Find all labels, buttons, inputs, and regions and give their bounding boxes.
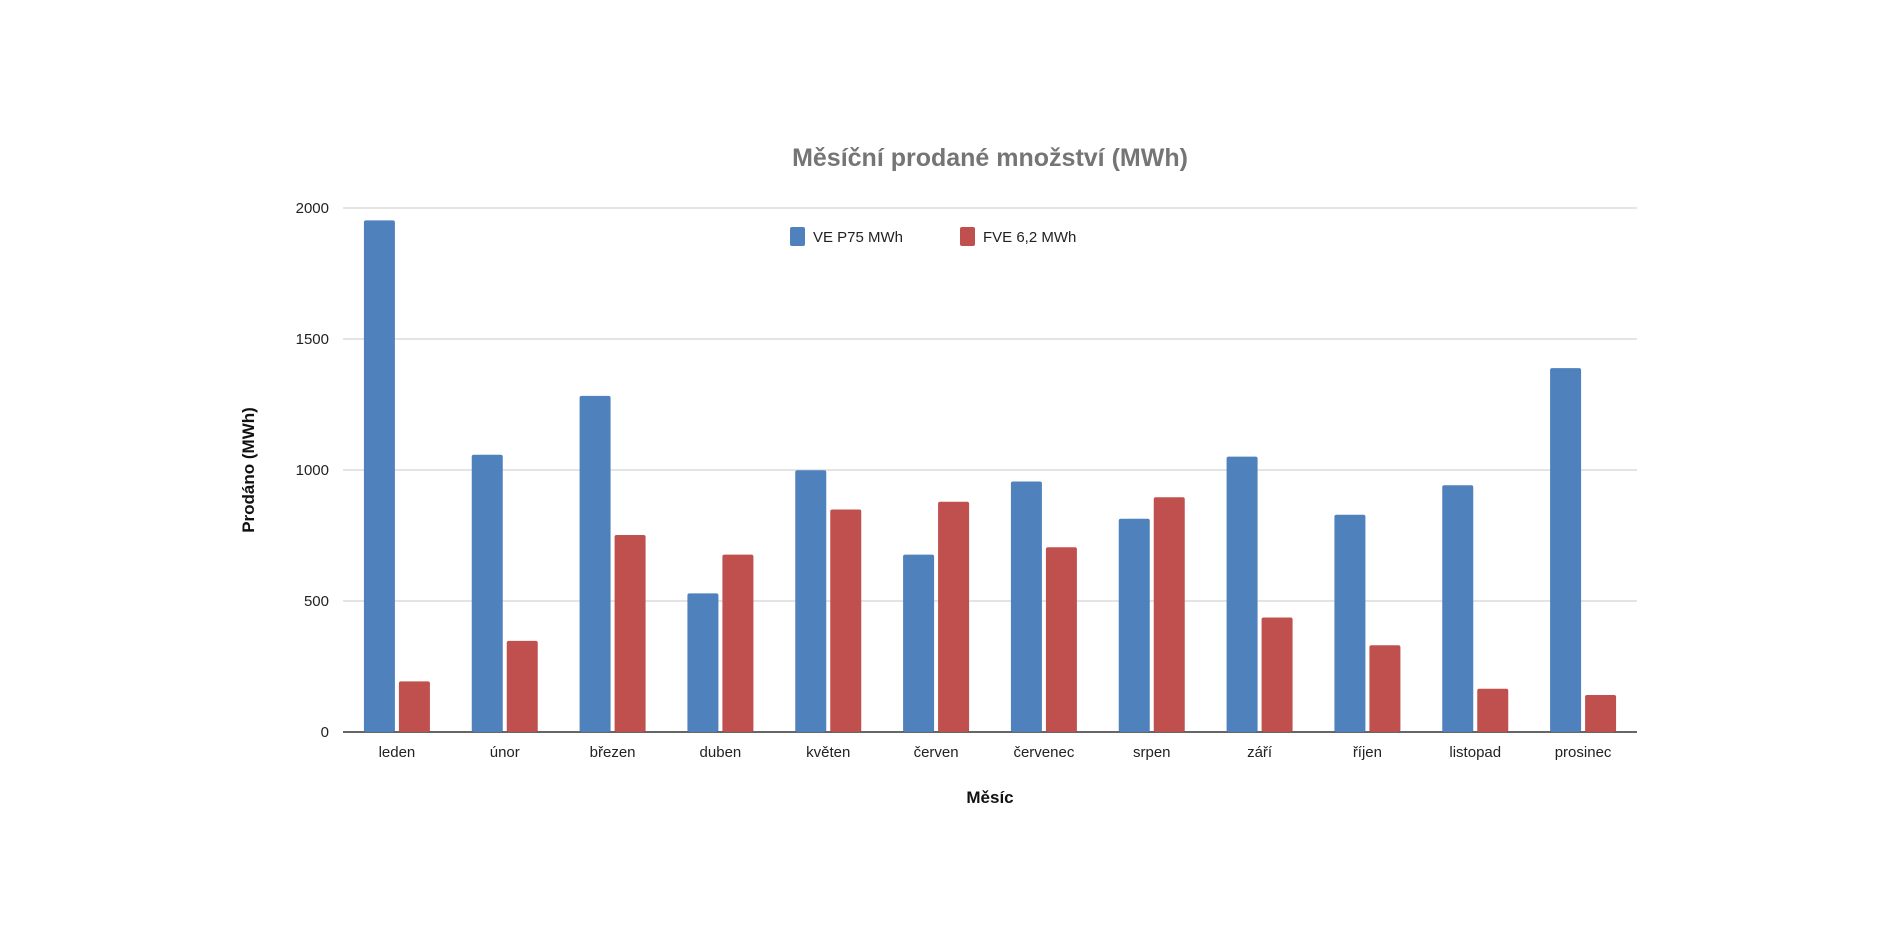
bar-fve xyxy=(938,501,970,732)
x-axis-title: Měsíc xyxy=(966,788,1013,807)
bar-fve xyxy=(614,534,646,732)
bar-ve xyxy=(687,593,719,732)
bar-fve xyxy=(398,681,430,732)
x-tick-label: červenec xyxy=(1013,744,1074,761)
bar-ve xyxy=(1226,456,1258,732)
bar-fve xyxy=(1477,688,1509,732)
bar-fve xyxy=(722,554,754,732)
x-tick-label: září xyxy=(1247,744,1273,761)
bar-fve xyxy=(1153,497,1185,732)
bar-fve xyxy=(506,640,538,732)
x-tick-label: prosinec xyxy=(1555,744,1612,761)
y-tick-label: 2000 xyxy=(296,200,329,217)
x-tick-label: listopad xyxy=(1449,744,1501,761)
y-tick-label: 1500 xyxy=(296,331,329,348)
x-tick-label: únor xyxy=(490,744,520,761)
bar-ve xyxy=(471,454,503,732)
legend-swatch xyxy=(790,227,805,246)
bar-ve xyxy=(1118,518,1150,732)
bar-fve xyxy=(1045,547,1077,732)
chart-title: Měsíční prodané množství (MWh) xyxy=(792,144,1188,172)
x-tick-label: duben xyxy=(700,744,742,761)
y-axis-title: Prodáno (MWh) xyxy=(239,407,258,533)
legend-swatch xyxy=(960,227,975,246)
bar-ve xyxy=(1550,368,1582,732)
bar-ve xyxy=(363,220,395,732)
x-tick-label: leden xyxy=(379,744,416,761)
x-tick-label: říjen xyxy=(1353,744,1382,761)
y-tick-label: 0 xyxy=(321,724,329,741)
x-tick-label: květen xyxy=(806,744,850,761)
bar-ve xyxy=(903,554,935,732)
legend-label: VE P75 MWh xyxy=(813,229,903,246)
bar-ve xyxy=(1442,485,1474,732)
bar-fve xyxy=(1585,695,1617,732)
y-tick-label: 500 xyxy=(304,593,329,610)
legend-label: FVE 6,2 MWh xyxy=(983,229,1076,246)
bar-fve xyxy=(1261,617,1293,732)
bar-ve xyxy=(1334,514,1366,732)
bar-ve xyxy=(579,395,611,732)
x-tick-label: srpen xyxy=(1133,744,1171,761)
y-tick-label: 1000 xyxy=(296,462,329,479)
bar-fve xyxy=(1369,645,1401,732)
bar-ve xyxy=(1010,481,1042,732)
bar-ve xyxy=(795,470,827,732)
x-tick-label: červen xyxy=(914,744,959,761)
x-tick-label: březen xyxy=(590,744,636,761)
bar-fve xyxy=(830,509,862,732)
